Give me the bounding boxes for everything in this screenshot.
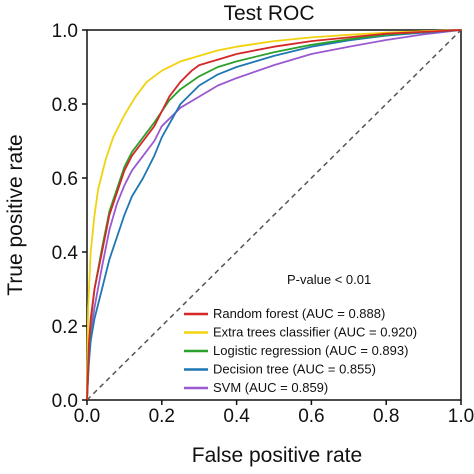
legend-label: Decision tree (AUC = 0.855) <box>213 362 376 377</box>
roc-curve-0 <box>86 29 462 401</box>
y-tick-label: 0.2 <box>52 317 78 338</box>
x-tick-label: 0.2 <box>149 406 175 427</box>
series-layer <box>86 29 462 401</box>
x-tick-label: 0.0 <box>74 406 100 427</box>
roc-curve-4 <box>86 29 462 401</box>
p-value-annotation: P-value < 0.01 <box>287 272 371 287</box>
y-tick-label: 0.0 <box>52 391 78 412</box>
y-tick-label: 1.0 <box>52 21 78 42</box>
y-tick-label: 0.6 <box>52 169 78 190</box>
tick-layer: 0.0 0.2 0.4 0.6 0.8 1.0 0.0 0.2 0.4 0.6 0.8 1.0 <box>52 21 474 427</box>
legend-label: SVM (AUC = 0.859) <box>213 380 328 395</box>
x-tick-label: 0.6 <box>298 406 324 427</box>
legend-label: Logistic regression (AUC = 0.893) <box>213 343 408 358</box>
diagonal-reference-line <box>86 29 462 401</box>
plot-area-frame <box>86 29 462 401</box>
y-tick-label: 0.8 <box>52 95 78 116</box>
x-tick-label: 1.0 <box>448 406 474 427</box>
x-tick-label: 0.8 <box>373 406 399 427</box>
legend-label: Random forest (AUC = 0.888) <box>213 306 385 321</box>
legend: Random forest (AUC = 0.888) Extra trees c… <box>184 306 417 395</box>
roc-curve-1 <box>86 29 462 401</box>
chart-title: Test ROC <box>223 2 314 25</box>
y-tick-label: 0.4 <box>52 243 79 264</box>
diagonal-layer <box>86 29 462 401</box>
x-tick-label: 0.4 <box>223 406 250 427</box>
roc-curve-3 <box>86 29 462 401</box>
y-axis-title: True positive rate <box>4 134 27 295</box>
x-axis-title: False positive rate <box>192 444 362 467</box>
legend-label: Extra trees classifier (AUC = 0.920) <box>213 325 417 340</box>
